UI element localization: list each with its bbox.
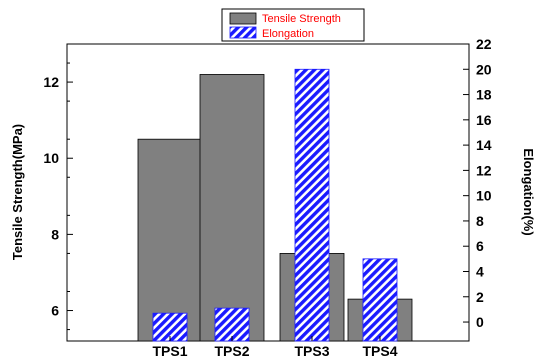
x-tick-label-tps4: TPS4 (362, 343, 397, 358)
x-tick-label-tps1: TPS1 (152, 343, 187, 358)
y2-tick-label: 10 (476, 188, 492, 204)
y2-tick-label: 12 (476, 162, 492, 178)
legend-swatch-elongation (229, 26, 257, 39)
bars (137, 68, 413, 342)
y2-tick-label: 20 (476, 61, 492, 77)
y2-tick-label: 18 (476, 87, 492, 103)
y2-tick-label: 16 (476, 112, 492, 128)
plot-frame (66, 43, 470, 342)
bar-elongation-tps2 (214, 307, 250, 342)
y-tick-label: 12 (43, 74, 59, 90)
y2-tick-label: 22 (476, 36, 492, 52)
bar-tensile-strength-tps2 (199, 74, 265, 342)
y2-axis-title: Elongation(%) (521, 148, 536, 235)
right-axis-ticks: 0 2 4 6 8 10 12 14 16 18 20 22 (463, 36, 492, 330)
legend-label-elongation: Elongation (262, 28, 314, 40)
bar-elongation-tps4 (362, 258, 398, 342)
y2-tick-label: 4 (476, 263, 484, 279)
bar-tensile-strength-tps1 (137, 138, 203, 342)
legend-swatch-tensile-strength (229, 12, 257, 25)
y2-tick-label: 0 (476, 314, 484, 330)
legend-label-tensile-strength: Tensile Strength (262, 13, 341, 25)
y-tick-label: 10 (43, 150, 59, 166)
x-tick-label-tps3: TPS3 (294, 343, 329, 358)
y2-tick-label: 8 (476, 213, 484, 229)
plot-area (66, 43, 470, 342)
y2-tick-label: 14 (476, 137, 492, 153)
y-tick-label: 6 (51, 303, 59, 319)
bar-elongation-tps3 (294, 68, 330, 342)
x-tick-label-tps2: TPS2 (214, 343, 249, 358)
y2-tick-label: 6 (476, 238, 484, 254)
y2-tick-label: 2 (476, 289, 484, 305)
x-axis-ticks: TPS1 TPS2 TPS3 TPS4 (152, 336, 398, 358)
y-tick-label: 8 (51, 226, 59, 242)
left-axis-ticks: 6 8 10 12 (43, 62, 73, 331)
legend: Tensile Strength Elongation (221, 8, 365, 42)
y-axis-title: Tensile Strength(MPa) (10, 124, 25, 260)
